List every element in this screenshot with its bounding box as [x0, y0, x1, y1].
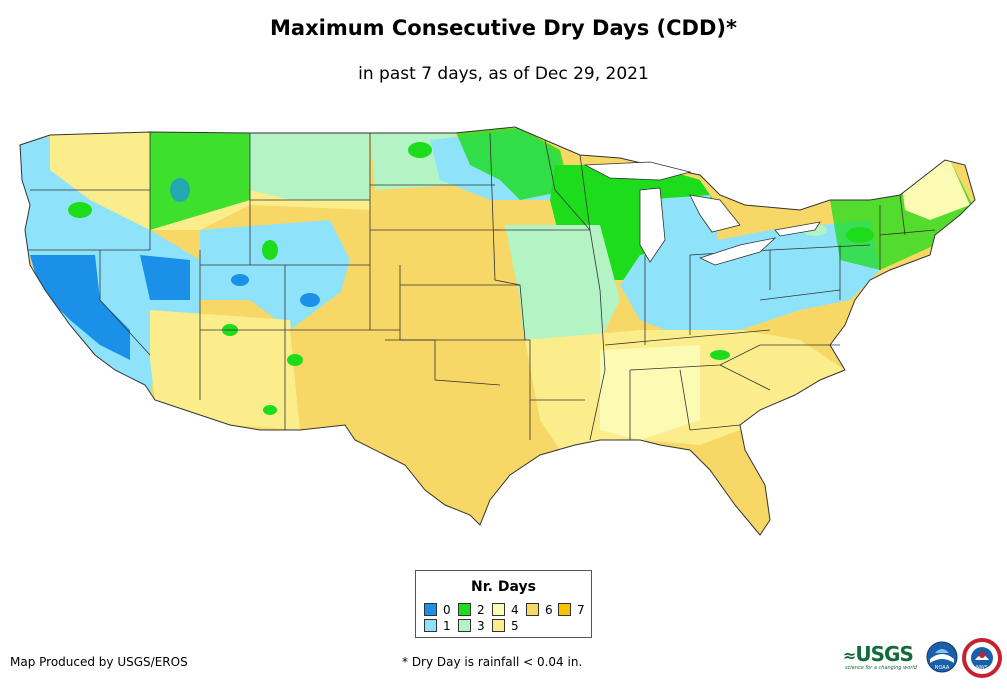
- legend-item-0: 0: [424, 603, 451, 616]
- map-credit: Map Produced by USGS/EROS: [10, 655, 188, 669]
- usgs-logo: ≈USGS: [843, 642, 914, 666]
- nws-logo-text: NWS: [976, 665, 988, 671]
- legend-item-1: 1: [424, 619, 451, 632]
- noaa-logo: NOAA: [926, 641, 958, 673]
- legend-item-7: 7: [558, 603, 585, 616]
- legend-label: 2: [477, 603, 485, 617]
- legend-item-6: 6: [526, 603, 553, 616]
- legend-label: 7: [577, 603, 585, 617]
- legend-swatch: [424, 603, 437, 616]
- legend: Nr. Days 0 1 2 3 4 5 6 7: [415, 570, 592, 638]
- legend-swatch: [558, 603, 571, 616]
- legend-swatch: [492, 619, 505, 632]
- map-title: Maximum Consecutive Dry Days (CDD)*: [270, 16, 737, 40]
- cdd-patches: [68, 142, 874, 415]
- legend-label: 6: [545, 603, 553, 617]
- usgs-wave-icon: ≈: [843, 646, 856, 665]
- dry-day-footnote: * Dry Day is rainfall < 0.04 in.: [402, 655, 583, 669]
- legend-title: Nr. Days: [471, 579, 536, 595]
- legend-item-3: 3: [458, 619, 485, 632]
- usgs-tagline: science for a changing world: [845, 665, 917, 671]
- us-dry-days-map: [19, 126, 976, 536]
- noaa-logo-text: NOAA: [935, 665, 950, 671]
- usgs-logo-text: USGS: [855, 642, 913, 666]
- legend-label: 5: [511, 619, 519, 633]
- great-lakes: [583, 161, 821, 266]
- legend-label: 4: [511, 603, 519, 617]
- legend-label: 0: [443, 603, 451, 617]
- legend-swatch: [492, 603, 505, 616]
- legend-label: 1: [443, 619, 451, 633]
- legend-swatch: [458, 619, 471, 632]
- legend-swatch: [526, 603, 539, 616]
- legend-item-4: 4: [492, 603, 519, 616]
- legend-item-2: 2: [458, 603, 485, 616]
- legend-swatch: [424, 619, 437, 632]
- cdd-zones: [20, 127, 975, 535]
- legend-swatch: [458, 603, 471, 616]
- legend-label: 3: [477, 619, 485, 633]
- nws-logo: NWS: [962, 638, 1002, 678]
- legend-item-5: 5: [492, 619, 519, 632]
- map-subtitle: in past 7 days, as of Dec 29, 2021: [358, 64, 649, 84]
